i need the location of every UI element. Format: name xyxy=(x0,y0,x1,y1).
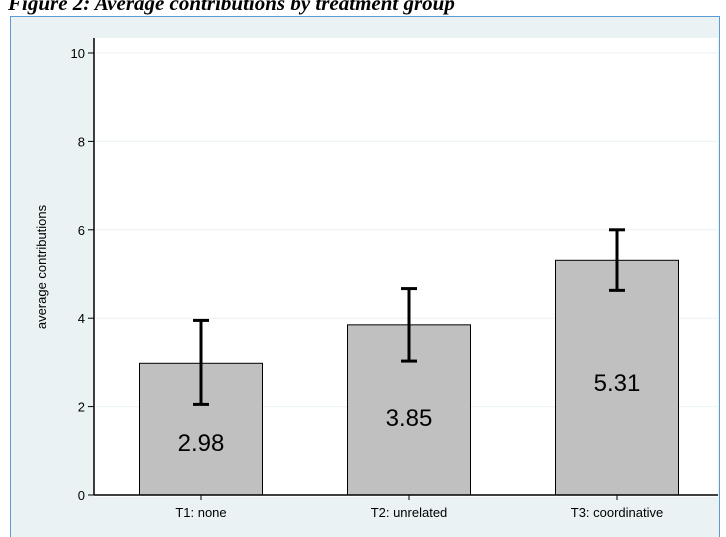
y-tick-label: 10 xyxy=(71,46,85,61)
data-label: 5.31 xyxy=(594,370,641,397)
x-tick-label: T1: none xyxy=(175,505,226,520)
y-tick-label: 2 xyxy=(78,400,85,415)
data-label: 3.85 xyxy=(386,405,433,432)
data-labels: 2.98 3.85 5.31 xyxy=(178,370,641,457)
y-axis: 0 2 4 6 8 10 xyxy=(71,38,95,503)
x-tick-label: T2: unrelated xyxy=(371,505,448,520)
x-tick-label: T3: coordinative xyxy=(571,505,664,520)
figure-caption: Figure 2: Average contributions by treat… xyxy=(8,0,455,15)
y-tick-label: 0 xyxy=(78,488,85,503)
data-label: 2.98 xyxy=(178,430,225,457)
x-axis: T1: none T2: unrelated T3: coordinative xyxy=(94,494,718,520)
y-tick-label: 8 xyxy=(78,134,85,149)
y-axis-label: average contributions xyxy=(34,204,49,329)
error-bars xyxy=(193,228,625,406)
y-tick-label: 4 xyxy=(78,311,85,326)
bar xyxy=(555,259,679,496)
y-tick-label: 6 xyxy=(78,223,85,238)
